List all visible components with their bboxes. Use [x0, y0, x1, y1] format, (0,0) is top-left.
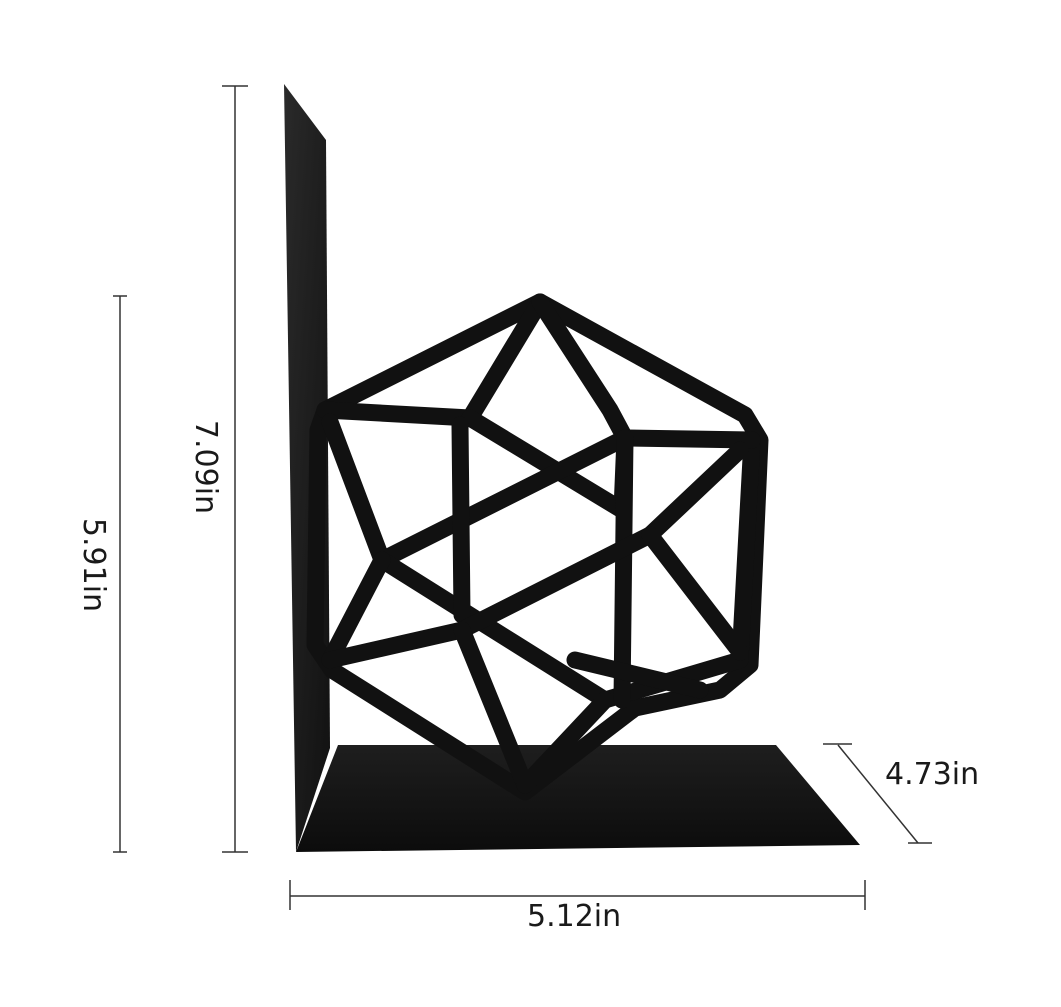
bookend-base-plate — [296, 745, 860, 852]
geometric-sculpture — [306, 293, 769, 801]
depth-line — [837, 744, 919, 844]
dimension-lines — [113, 85, 932, 910]
total-height-label: 7.09in — [188, 419, 223, 515]
width-label: 5.12in — [527, 899, 622, 934]
sculpture-height-label: 5.91in — [76, 517, 111, 613]
depth-label: 4.73in — [885, 757, 980, 792]
